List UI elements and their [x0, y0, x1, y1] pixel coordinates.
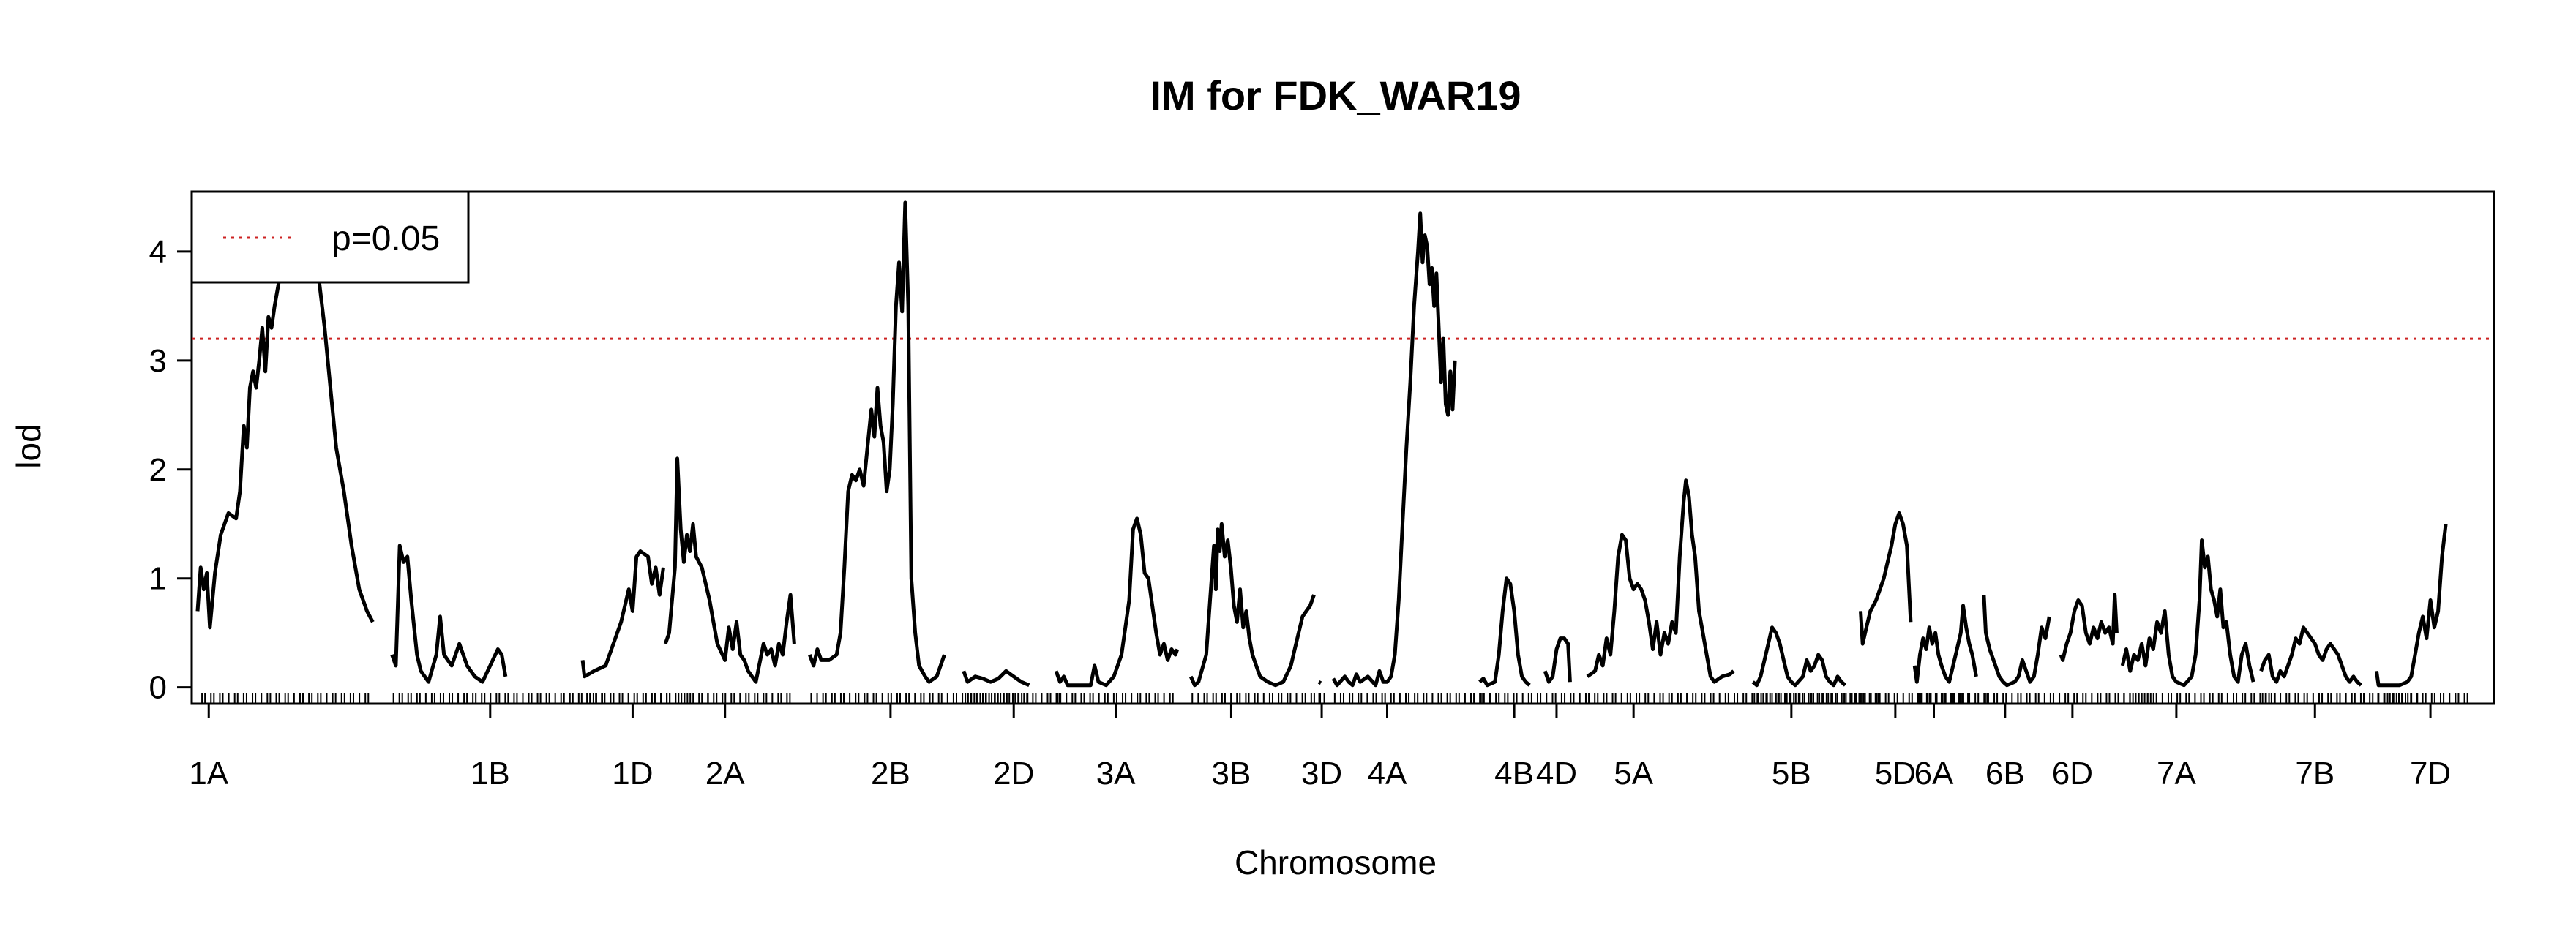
- x-tick-label-7d: 7D: [2410, 756, 2451, 792]
- lod-curve-6a: [1912, 604, 1978, 684]
- lod-curves: [195, 192, 2448, 688]
- y-tick-label: 2: [149, 452, 167, 488]
- lod-curve-5b: [1751, 625, 1847, 688]
- x-tick-label-4d: 4D: [1536, 756, 1577, 792]
- chart-title: IM for FDK_WAR19: [1150, 72, 1521, 119]
- lod-curve-3b: [1188, 522, 1316, 688]
- x-tick-label-1d: 1D: [612, 756, 653, 792]
- x-tick-label-1a: 1A: [189, 756, 228, 792]
- lod-curve-2a: [663, 456, 796, 684]
- lod-curve-4a: [1331, 211, 1457, 688]
- plot-frame: [190, 190, 2496, 705]
- lod-curve-4b: [1478, 576, 1531, 688]
- lod-curve-5a: [1586, 478, 1735, 684]
- legend-label-threshold: p=0.05: [332, 219, 440, 258]
- lod-curve-7a: [2120, 538, 2255, 688]
- y-tick-label: 3: [149, 343, 167, 379]
- x-tick-label-7a: 7A: [2157, 756, 2196, 792]
- x-tick-label-2d: 2D: [993, 756, 1034, 792]
- lod-curve-1a: [195, 192, 375, 630]
- lod-curve-7d: [2374, 524, 2448, 688]
- y-tick-label: 4: [149, 234, 167, 270]
- x-tick-label-3b: 3B: [1212, 756, 1251, 792]
- x-tick-label-5b: 5B: [1772, 756, 1811, 792]
- y-tick-label: 0: [149, 670, 167, 706]
- lod-curve-3a: [1054, 516, 1180, 688]
- x-tick-label-5d: 5D: [1875, 756, 1916, 792]
- lod-curve-4d: [1543, 636, 1572, 684]
- legend-box: [190, 190, 470, 284]
- x-tick-label-4a: 4A: [1368, 756, 1407, 792]
- x-tick-label-2b: 2B: [871, 756, 910, 792]
- lod-curve-7b: [2259, 625, 2363, 687]
- x-tick-label-1b: 1B: [471, 756, 510, 792]
- x-tick-label-6d: 6D: [2052, 756, 2093, 792]
- x-tick-label-4b: 4B: [1494, 756, 1534, 792]
- lod-curve-6d: [2059, 593, 2119, 662]
- x-axis-label: Chromosome: [1235, 843, 1437, 881]
- x-tick-label-3d: 3D: [1301, 756, 1342, 792]
- lod-curve-1b: [390, 544, 508, 684]
- lod-curve-2b: [808, 200, 946, 684]
- lod-curve-2d: [962, 669, 1030, 688]
- marker-rug: [201, 693, 2468, 704]
- lod-curve-3d: [1317, 680, 1322, 685]
- y-axis-label: lod: [10, 424, 48, 468]
- legend: p=0.05: [190, 190, 470, 284]
- y-tick-label: 1: [149, 561, 167, 597]
- lod-curve-1d: [580, 549, 665, 679]
- x-tick-label-6b: 6B: [1985, 756, 2025, 792]
- lod-curve-6b: [1982, 594, 2051, 688]
- x-tick-label-7b: 7B: [2295, 756, 2334, 792]
- x-tick-label-5a: 5A: [1614, 756, 1653, 792]
- x-tick-label-3a: 3A: [1096, 756, 1136, 792]
- x-tick-label-6a: 6A: [1914, 756, 1954, 792]
- x-tick-label-2a: 2A: [705, 756, 745, 792]
- lod-curve-5d: [1859, 511, 1913, 646]
